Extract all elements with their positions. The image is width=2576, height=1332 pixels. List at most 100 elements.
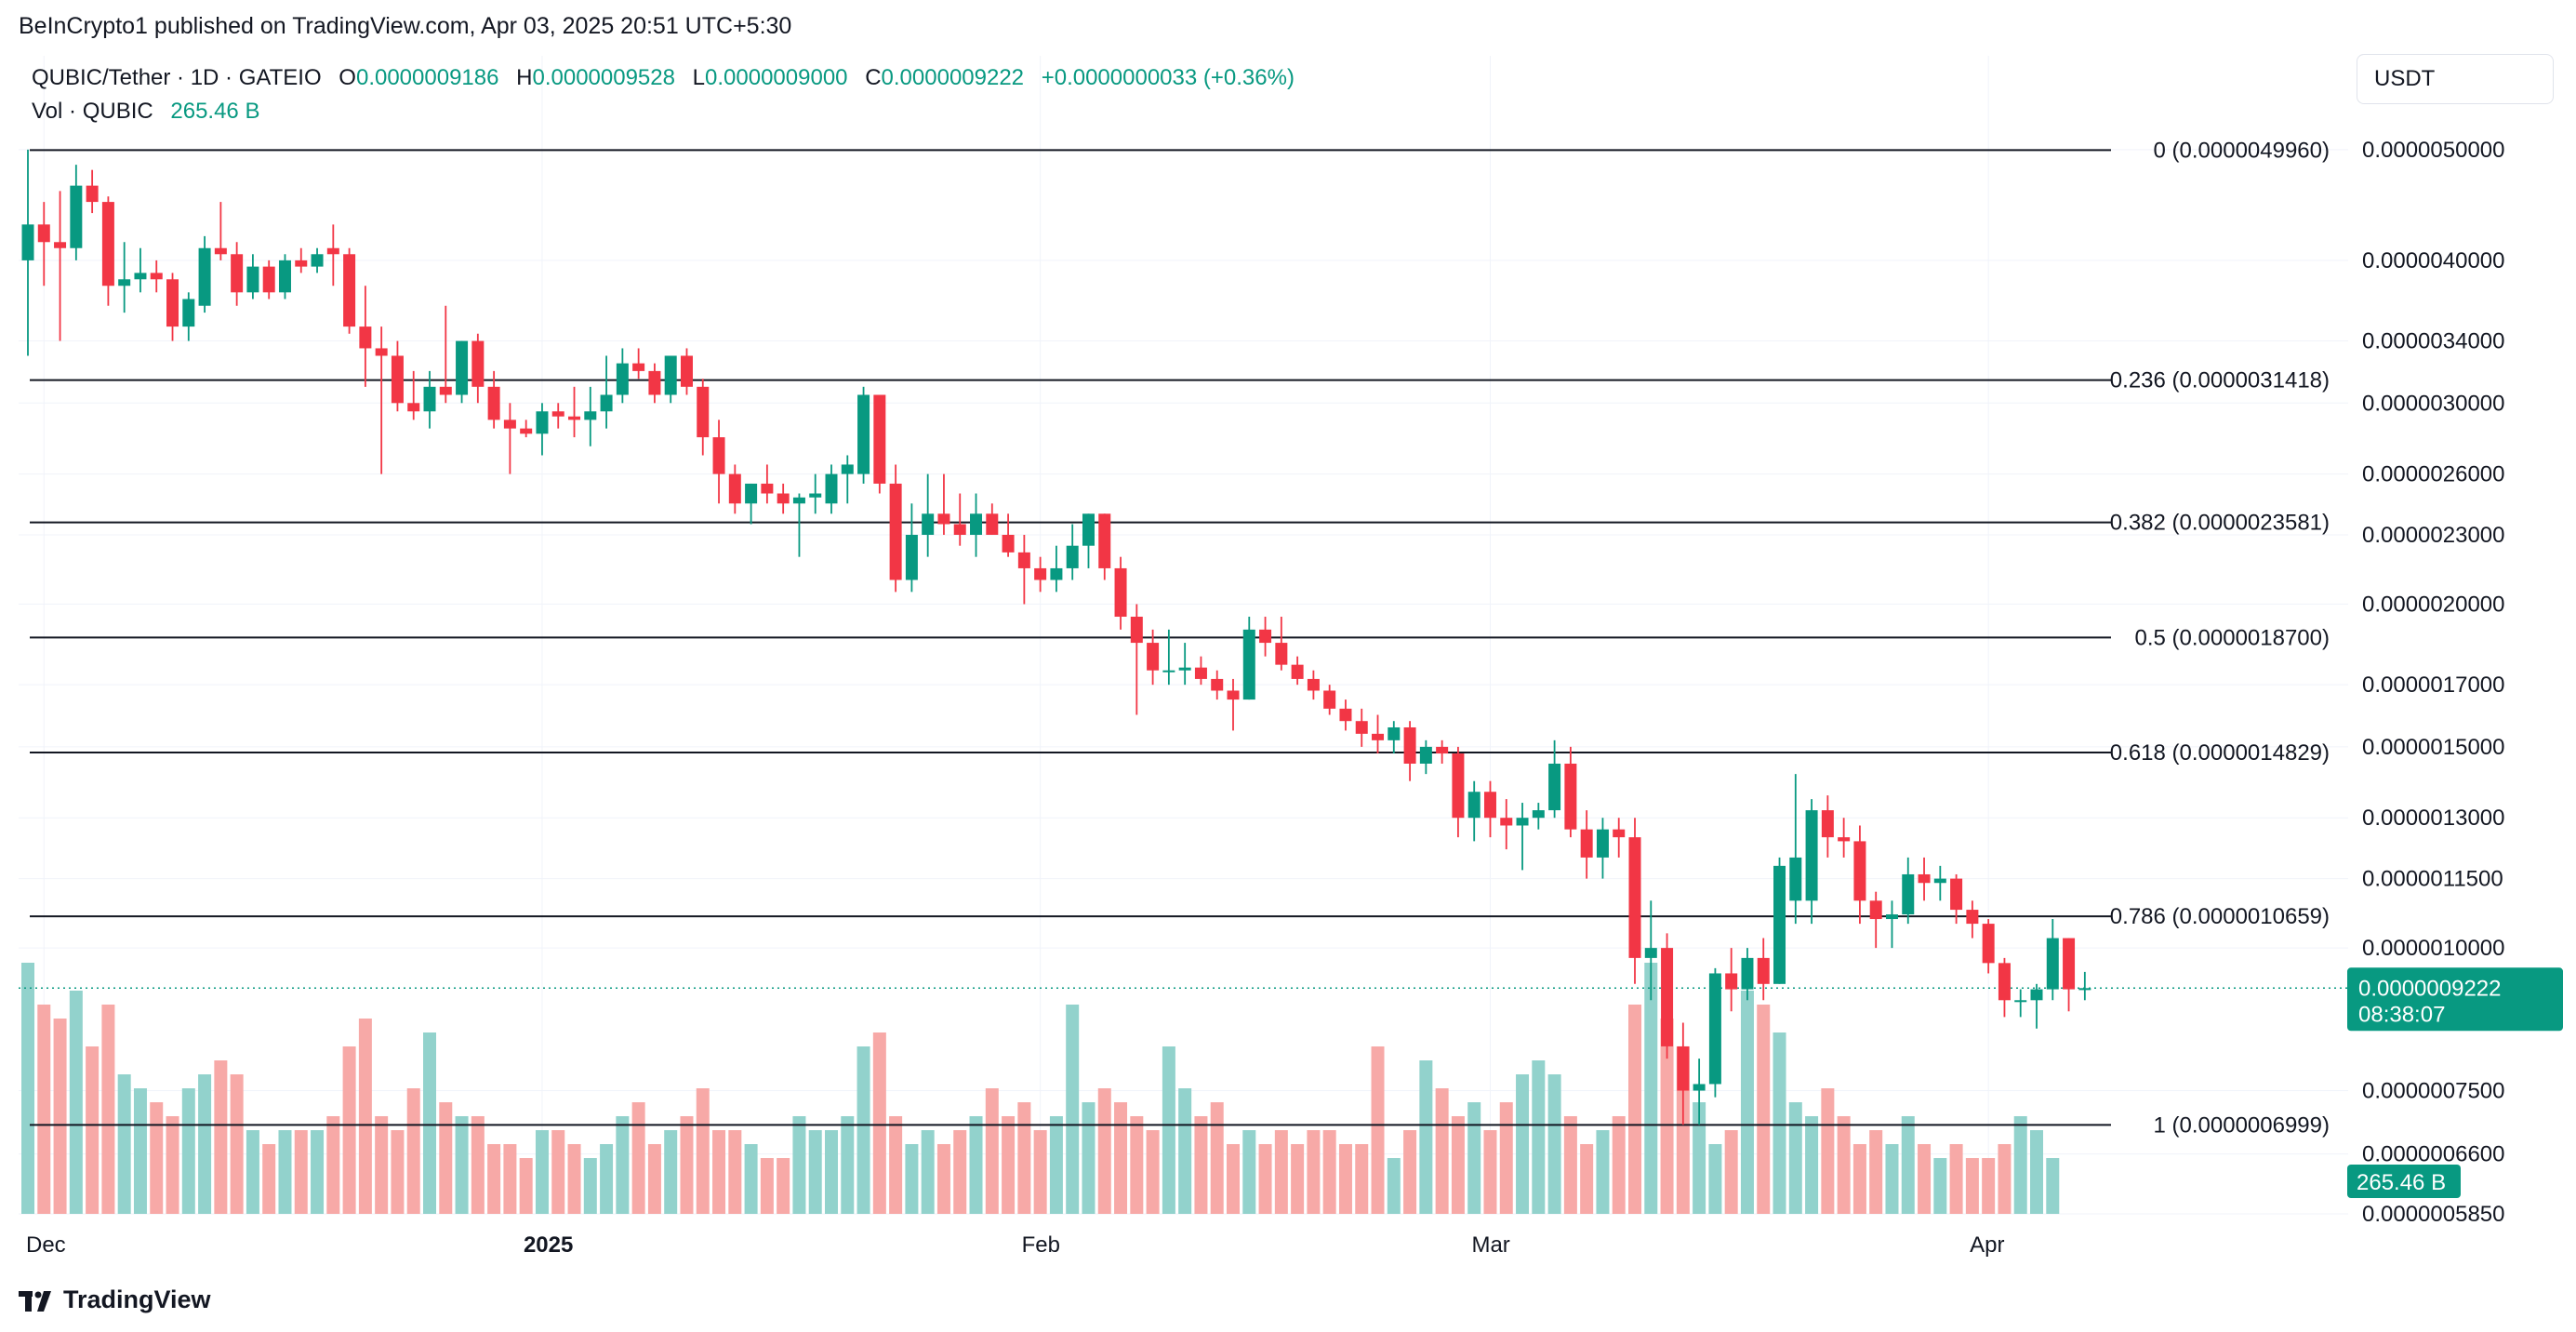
candle-body bbox=[1242, 629, 1255, 700]
publisher-line: BeInCrypto1 published on TradingView.com… bbox=[19, 13, 792, 39]
candle-body bbox=[1853, 841, 1866, 901]
volume-bar bbox=[1307, 1130, 1321, 1214]
volume-bar bbox=[969, 1116, 983, 1214]
candle-body bbox=[503, 420, 516, 429]
volume-bar bbox=[1499, 1102, 1513, 1214]
volume-bar bbox=[1547, 1074, 1561, 1214]
high-label: H bbox=[516, 65, 533, 90]
candle-body bbox=[970, 513, 983, 535]
candle-body bbox=[520, 428, 533, 434]
volume-bar bbox=[406, 1088, 420, 1214]
candle-body bbox=[616, 363, 629, 395]
volume-bar bbox=[1387, 1158, 1401, 1214]
candle-body bbox=[745, 483, 758, 504]
candle-body bbox=[1211, 678, 1224, 691]
price-tick-label: 0.0000040000 bbox=[2362, 248, 2505, 273]
volume-bar bbox=[1242, 1130, 1256, 1214]
candle-body bbox=[1162, 670, 1175, 673]
candle-body bbox=[1017, 552, 1030, 568]
candle-body bbox=[150, 273, 163, 280]
volume-bar bbox=[583, 1158, 597, 1214]
fib-level-label: 0.618 (0.0000014829) bbox=[2110, 740, 2330, 766]
time-tick-label: Mar bbox=[1471, 1232, 1509, 1258]
volume-bar bbox=[664, 1130, 678, 1214]
volume-bar bbox=[1773, 1032, 1786, 1214]
volume-bar bbox=[1740, 991, 1754, 1214]
volume-bar bbox=[1066, 1005, 1080, 1214]
volume-bar bbox=[69, 991, 83, 1214]
candle-body bbox=[648, 370, 661, 395]
candle-body bbox=[889, 483, 902, 580]
candle-body bbox=[1708, 973, 1721, 1085]
candle-body bbox=[1789, 857, 1802, 901]
tradingview-logo[interactable]: TradingView bbox=[19, 1285, 211, 1314]
price-tick-label: 0.0000010000 bbox=[2362, 936, 2505, 961]
volume-bar bbox=[1355, 1144, 1369, 1214]
price-tick-label: 0.0000050000 bbox=[2362, 138, 2505, 163]
volume-bar bbox=[1885, 1144, 1899, 1214]
candle-body bbox=[728, 473, 741, 504]
candle-body bbox=[1918, 873, 1931, 884]
price-tick-label: 0.0000020000 bbox=[2362, 593, 2505, 618]
volume-bar bbox=[37, 1005, 51, 1214]
volume-bar bbox=[825, 1130, 838, 1214]
volume-bar bbox=[1017, 1102, 1031, 1214]
price-tick-label: 0.0000013000 bbox=[2362, 806, 2505, 831]
volume-bar bbox=[1821, 1088, 1835, 1214]
candle-body bbox=[2063, 938, 2076, 990]
volume-badge-value: 265.46 B bbox=[2357, 1170, 2446, 1195]
volume-value: 265.46 B bbox=[170, 99, 260, 124]
volume-bar bbox=[535, 1130, 549, 1214]
volume-label[interactable]: Vol · QUBIC bbox=[32, 99, 153, 124]
volume-bar bbox=[760, 1158, 774, 1214]
candle-body bbox=[1516, 818, 1529, 826]
price-tick-label: 0.0000006600 bbox=[2362, 1142, 2505, 1167]
candle-body bbox=[1564, 763, 1577, 830]
price-tick-label: 0.0000026000 bbox=[2362, 462, 2505, 487]
volume-bar bbox=[647, 1144, 661, 1214]
volume-bar bbox=[1949, 1144, 1963, 1214]
candle-body bbox=[536, 411, 549, 434]
volume-bar bbox=[53, 1019, 67, 1214]
candle-body bbox=[1227, 690, 1240, 700]
candle-body bbox=[1082, 513, 1095, 546]
candle-body bbox=[1194, 667, 1207, 679]
ohlc-legend: QUBIC/Tether · 1D · GATEIO O0.0000009186… bbox=[32, 65, 1295, 91]
candle-body bbox=[664, 355, 677, 395]
tradingview-logo-text: TradingView bbox=[63, 1285, 211, 1313]
volume-bar bbox=[1837, 1116, 1851, 1214]
volume-bar bbox=[1130, 1116, 1144, 1214]
candle-body bbox=[1355, 721, 1368, 734]
volume-bar bbox=[1291, 1144, 1305, 1214]
volume-bar bbox=[1435, 1088, 1449, 1214]
price-tick-label: 0.0000005850 bbox=[2362, 1202, 2505, 1227]
candle-body bbox=[905, 534, 918, 580]
volume-bar bbox=[1933, 1158, 1947, 1214]
volume-bar bbox=[1580, 1144, 1594, 1214]
volume-bar bbox=[1371, 1046, 1385, 1214]
volume-bar bbox=[1082, 1102, 1095, 1214]
candle-body bbox=[231, 254, 244, 293]
change-value: +0.0000000033 (+0.36%) bbox=[1041, 65, 1295, 90]
fib-level-label: 0.382 (0.0000023581) bbox=[2110, 511, 2330, 536]
candle-body bbox=[456, 340, 469, 395]
volume-bar bbox=[1451, 1116, 1465, 1214]
symbol-label[interactable]: QUBIC/Tether · 1D · GATEIO bbox=[32, 65, 322, 90]
volume-bar bbox=[358, 1019, 372, 1214]
volume-bar bbox=[953, 1130, 967, 1214]
volume-bar bbox=[375, 1116, 389, 1214]
currency-button[interactable]: USDT bbox=[2357, 54, 2554, 104]
time-axis[interactable]: Dec 2025 Feb Mar Apr bbox=[26, 1232, 2005, 1258]
volume-bar bbox=[777, 1158, 790, 1214]
volume-legend: Vol · QUBIC 265.46 B bbox=[32, 99, 259, 125]
volume-bar bbox=[1033, 1130, 1047, 1214]
candle-body bbox=[1114, 567, 1127, 618]
volume-bar bbox=[872, 1032, 886, 1214]
candle-body bbox=[1725, 973, 1738, 990]
candle-body bbox=[37, 224, 50, 243]
candle-body bbox=[423, 386, 436, 412]
candles bbox=[19, 149, 2348, 1126]
candle-body bbox=[1098, 513, 1111, 568]
price-axis[interactable]: 0.0000050000 0.0000040000 0.0000034000 0.00… bbox=[2362, 138, 2505, 1227]
